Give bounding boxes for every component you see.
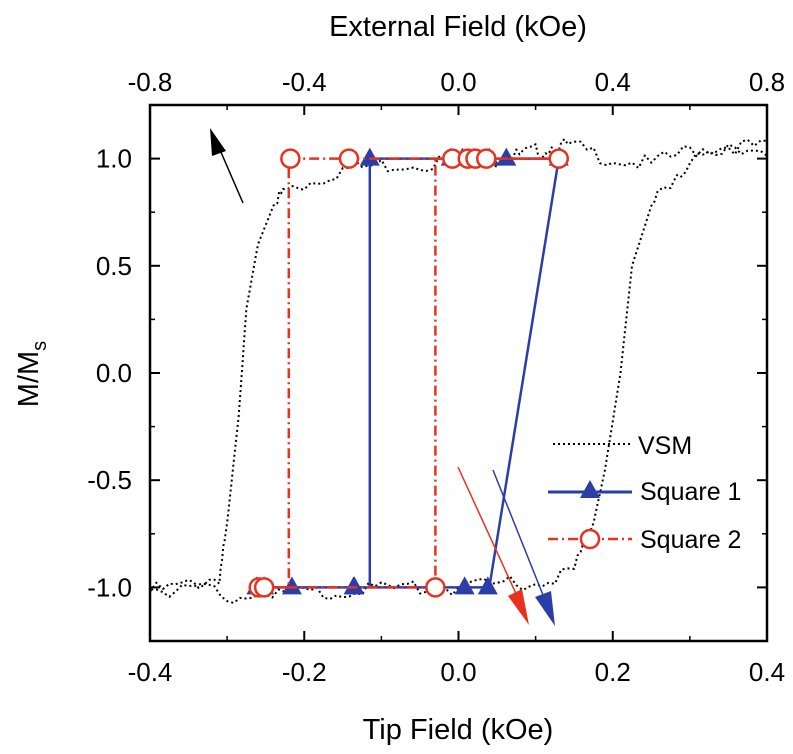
square1-marker — [477, 576, 498, 595]
square2-marker — [548, 148, 570, 169]
x-axis-title: Tip Field (kOe) — [363, 714, 554, 746]
x-tick-label: -0.4 — [128, 657, 173, 687]
series-line-2 — [254, 157, 561, 589]
square2-marker — [476, 148, 497, 169]
square1-marker — [359, 147, 380, 166]
red-arrow-head — [508, 589, 529, 625]
x2-tick-label: -0.8 — [128, 67, 173, 97]
square2-marker — [280, 148, 301, 169]
legend-square1-marker — [580, 480, 600, 498]
blue-arrow — [492, 469, 546, 601]
annotation-arrows — [210, 128, 555, 626]
black-arrow — [216, 142, 244, 204]
red-arrow — [457, 466, 519, 599]
x2-axis-title: External Field (kOe) — [329, 11, 587, 43]
x2-tick-label: 0.4 — [595, 67, 631, 97]
square2-marker — [425, 577, 446, 598]
y-tick-label: -1.0 — [87, 572, 132, 602]
x-tick-label: 0.2 — [595, 657, 631, 687]
y-tick-label: -0.5 — [87, 465, 132, 495]
axis-ticks — [149, 105, 768, 641]
legend-square1-label: Square 1 — [640, 478, 741, 506]
blue-arrow-head — [535, 591, 555, 626]
square2-marker — [253, 577, 275, 598]
legend-square2-label: Square 2 — [640, 526, 741, 554]
axis-tick-labels: -0.4 -0.2 0.0 0.2 0.4 -0.8 -0.4 0.0 0.4 0.8 1.0 0.5… — [87, 67, 785, 687]
x-tick-label: -0.2 — [282, 657, 327, 687]
x-tick-label: 0.4 — [749, 657, 785, 687]
y-tick-label: 0.5 — [96, 251, 132, 281]
legend: VSM Square 1 Square 2 — [548, 432, 741, 554]
y-tick-label: 0.0 — [96, 358, 132, 388]
x2-tick-label: 0.0 — [440, 67, 476, 97]
x2-tick-label: -0.4 — [282, 67, 327, 97]
plot-frame — [148, 103, 769, 643]
black-arrow-head — [210, 128, 226, 156]
series-group — [150, 138, 767, 604]
series-line-1 — [150, 138, 767, 604]
square1-marker — [454, 576, 475, 595]
y-axis-title: M/Ms — [13, 341, 51, 407]
y-tick-label: 1.0 — [96, 144, 132, 174]
square1-marker — [281, 576, 302, 595]
square1-marker — [496, 147, 517, 166]
square2-marker — [338, 148, 360, 169]
legend-vsm-label: VSM — [638, 432, 692, 460]
x2-tick-label: 0.8 — [749, 67, 785, 97]
square1-marker — [344, 576, 365, 595]
x-tick-label: 0.0 — [440, 657, 476, 687]
legend-square2-marker — [579, 528, 601, 550]
